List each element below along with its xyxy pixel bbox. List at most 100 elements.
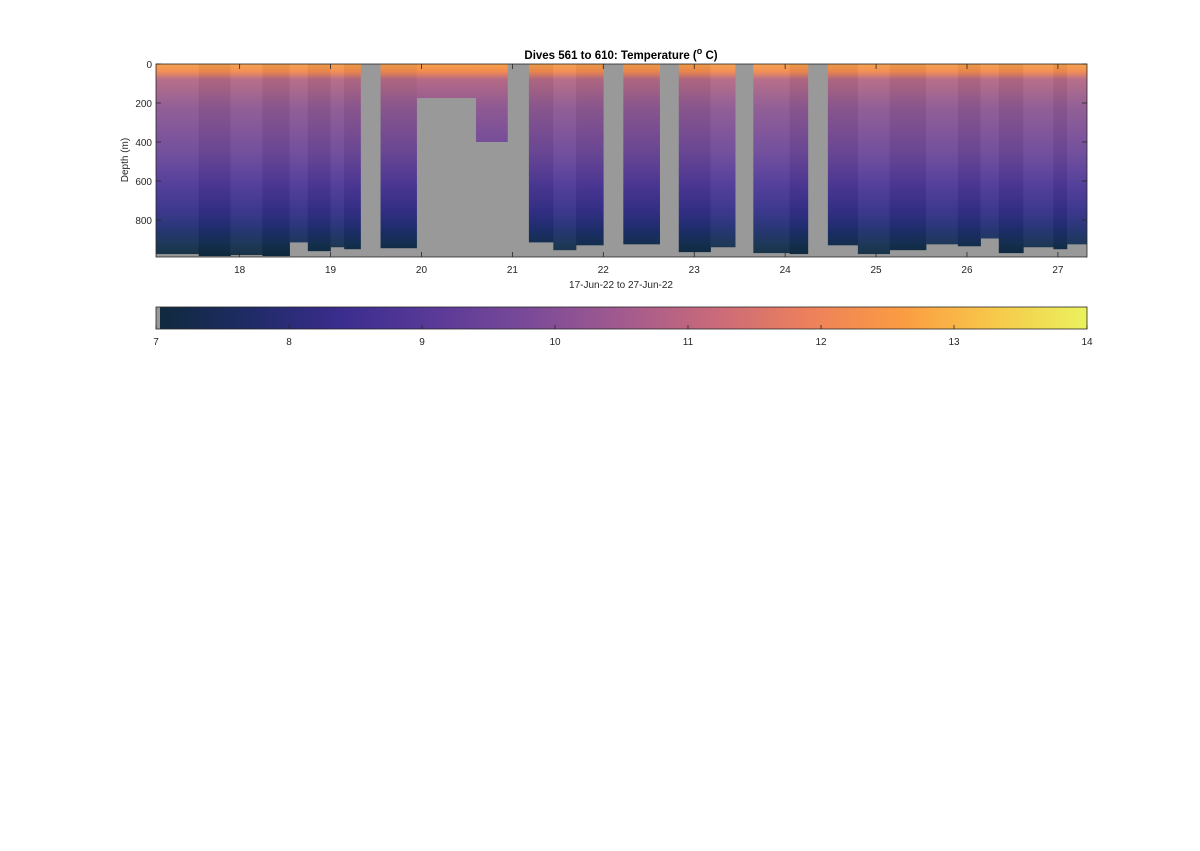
colorbar-tick-label: 14 <box>1081 337 1093 348</box>
plot-area <box>155 63 1088 258</box>
profile-column <box>710 64 736 248</box>
x-tick-label: 25 <box>871 265 883 276</box>
colorbar-tick-label: 13 <box>948 337 960 348</box>
profile-column <box>827 64 859 246</box>
y-tick-label: 600 <box>135 177 152 188</box>
profile-shade <box>678 64 711 253</box>
profile-shade <box>957 64 981 247</box>
profile-shade <box>1053 64 1067 250</box>
profile-shade <box>156 64 199 255</box>
colorbar-tick-label: 12 <box>815 337 827 348</box>
colorbar-tick-label: 9 <box>419 337 425 348</box>
profile-column <box>1053 64 1068 250</box>
profile-column <box>553 64 577 251</box>
profile-shade <box>230 64 263 256</box>
profile-column <box>980 64 1000 239</box>
colorbar-tick-label: 10 <box>549 337 561 348</box>
profile-column <box>753 64 790 254</box>
profile-column <box>262 64 290 257</box>
y-tick-label: 800 <box>135 216 152 227</box>
partial-profile <box>416 64 477 99</box>
profile-shade <box>827 64 858 246</box>
x-tick-label: 21 <box>507 265 519 276</box>
profile-column <box>330 64 345 248</box>
colorbar-tick-label: 11 <box>683 337 694 348</box>
y-tick-label: 200 <box>135 99 152 110</box>
x-axis-label: 17-Jun-22 to 27-Jun-22 <box>569 280 673 291</box>
profile-column <box>957 64 981 247</box>
x-tick-label: 23 <box>689 265 701 276</box>
x-tick-label: 20 <box>416 265 428 276</box>
profile-shade <box>576 64 604 246</box>
profile-shade <box>926 64 958 245</box>
profile-column <box>156 64 200 255</box>
colorbar-frame <box>155 306 1088 330</box>
colorbar: 7 8 9 10 11 12 13 14 <box>153 306 1093 348</box>
x-tick-label: 26 <box>961 265 973 276</box>
profile-shade <box>857 64 890 255</box>
profile-shade <box>789 64 808 255</box>
profile-shade <box>1023 64 1054 248</box>
profile-shade <box>623 64 660 245</box>
no-data-region <box>416 98 477 257</box>
chart-title-main: Dives 561 to 610: Temperature ( <box>524 50 697 62</box>
profile-shade <box>289 64 308 243</box>
profile-shade <box>553 64 577 251</box>
profile-column <box>198 64 231 257</box>
partial-profile <box>476 64 508 142</box>
profile-shade <box>380 64 417 249</box>
profile-column <box>623 64 660 245</box>
x-tick-label: 27 <box>1052 265 1064 276</box>
x-axis: 18 19 20 21 22 23 24 25 26 27 <box>234 64 1064 276</box>
profile-column <box>857 64 891 255</box>
colorbar-tick-label: 8 <box>286 337 292 348</box>
profile-shade <box>262 64 290 257</box>
profile-shade <box>330 64 345 248</box>
profile-shade <box>998 64 1024 254</box>
profile-column <box>1023 64 1054 248</box>
profile-shade <box>528 64 554 243</box>
profile-shade <box>307 64 331 252</box>
profile-column <box>380 64 418 249</box>
no-data-regions <box>416 64 529 257</box>
heatmap-columns <box>156 64 1087 257</box>
y-axis-label: Depth (m) <box>120 138 131 182</box>
profile-column <box>528 64 554 243</box>
profile-shade <box>889 64 927 251</box>
x-tick-label: 19 <box>325 265 337 276</box>
y-tick-label: 400 <box>135 138 152 149</box>
x-tick-label: 24 <box>780 265 792 276</box>
y-tick-label: 0 <box>146 60 152 71</box>
profile-shade <box>344 64 361 250</box>
no-data-region <box>476 141 508 257</box>
profile-column <box>576 64 604 246</box>
colorbar-gradient <box>156 307 1087 329</box>
x-tick-label: 18 <box>234 265 246 276</box>
colorbar-tick-label: 7 <box>153 337 159 348</box>
profile-column <box>230 64 263 256</box>
colorbar-nodata-swatch <box>156 307 160 329</box>
profile-shade <box>980 64 999 239</box>
profile-column <box>289 64 309 243</box>
profile-shade <box>198 64 231 257</box>
profile-column <box>307 64 331 252</box>
no-data-region <box>507 64 529 257</box>
profile-shade <box>753 64 790 254</box>
colorbar-ticks: 7 8 9 10 11 12 13 14 <box>153 325 1093 348</box>
profile-column <box>344 64 361 250</box>
profile-shade <box>710 64 736 248</box>
chart-title-unit: C) <box>702 50 718 62</box>
profile-column <box>889 64 927 251</box>
profile-shade <box>1066 64 1087 245</box>
profile-column <box>926 64 959 245</box>
chart-title: Dives 561 to 610: Temperature (o C) <box>524 46 717 62</box>
profile-column <box>998 64 1024 254</box>
y-axis: 0 200 400 600 800 <box>135 60 1087 227</box>
profile-column <box>678 64 711 253</box>
chart-title-superscript: o <box>697 46 703 56</box>
profile-column <box>789 64 809 255</box>
profile-column <box>1066 64 1087 245</box>
plot-frame <box>155 63 1088 258</box>
x-tick-label: 22 <box>598 265 610 276</box>
